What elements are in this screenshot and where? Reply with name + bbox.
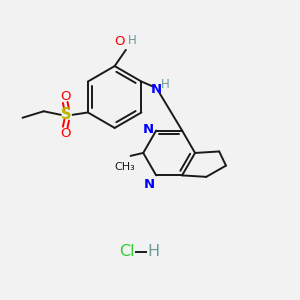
Text: N: N: [143, 122, 154, 136]
Text: H: H: [160, 78, 169, 91]
Text: O: O: [60, 90, 70, 103]
Text: S: S: [61, 107, 72, 122]
Text: CH₃: CH₃: [114, 162, 135, 172]
Text: H: H: [128, 34, 137, 47]
Text: Cl: Cl: [119, 244, 135, 259]
Text: O: O: [114, 34, 124, 47]
Text: N: N: [144, 178, 155, 191]
Text: N: N: [151, 83, 162, 96]
Text: O: O: [60, 127, 70, 140]
Text: H: H: [148, 244, 160, 259]
